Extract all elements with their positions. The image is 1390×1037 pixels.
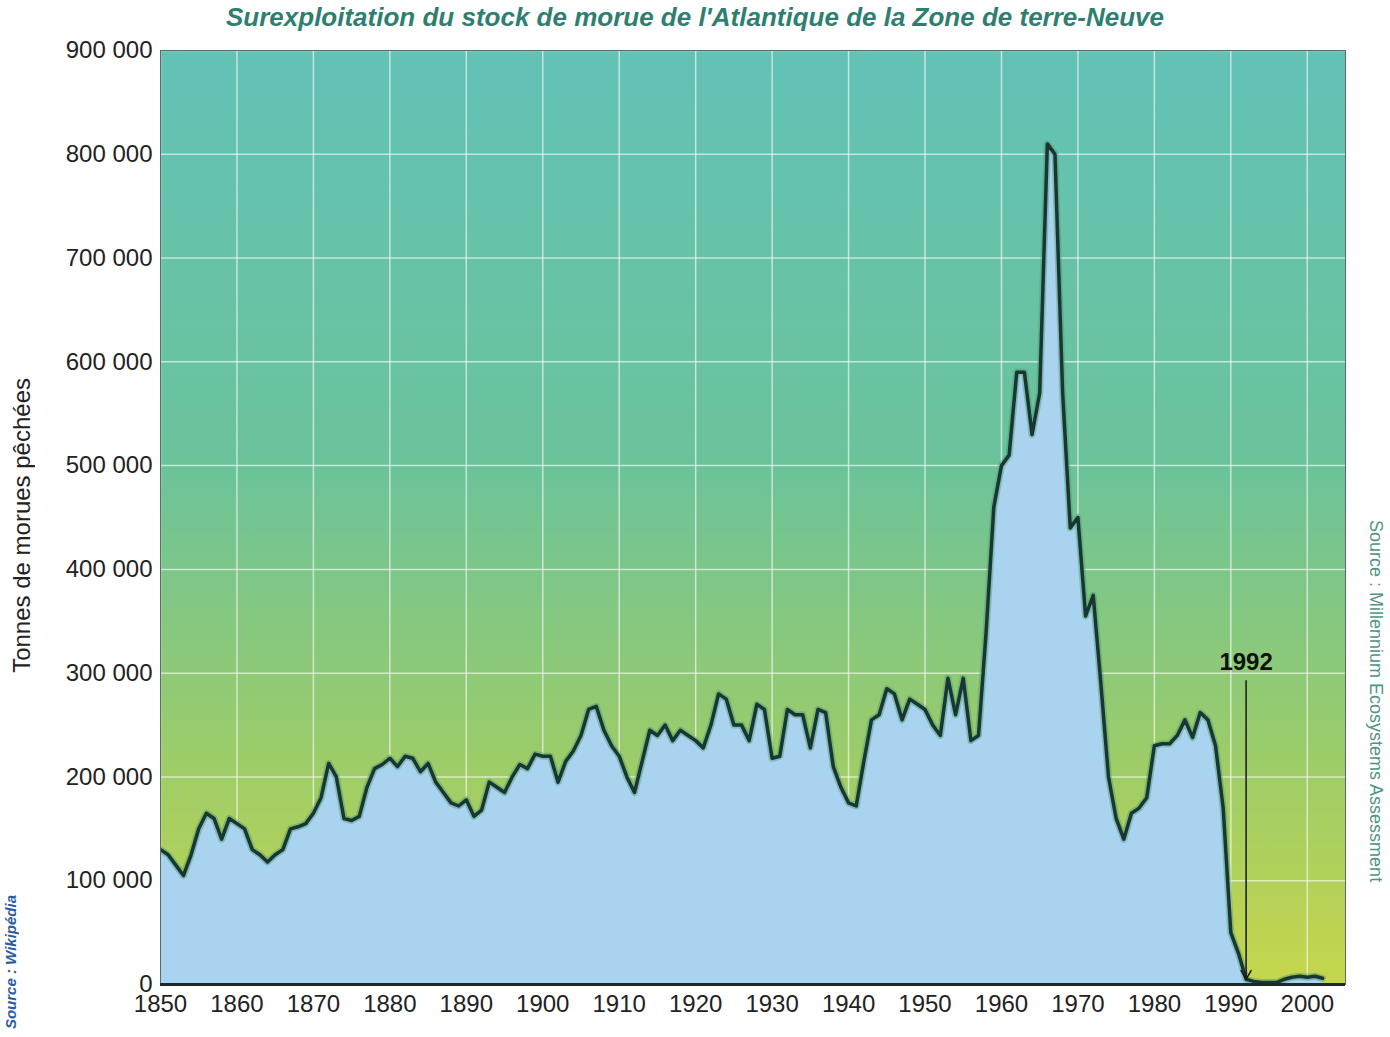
svg-text:400 000: 400 000 bbox=[66, 555, 153, 582]
svg-text:800 000: 800 000 bbox=[66, 140, 153, 167]
svg-text:1992: 1992 bbox=[1219, 648, 1272, 675]
svg-text:1880: 1880 bbox=[363, 990, 416, 1017]
svg-text:700 000: 700 000 bbox=[66, 244, 153, 271]
svg-text:1920: 1920 bbox=[669, 990, 722, 1017]
svg-text:0: 0 bbox=[139, 970, 153, 998]
svg-text:1890: 1890 bbox=[440, 990, 493, 1017]
svg-text:200 000: 200 000 bbox=[66, 763, 153, 790]
svg-text:1900: 1900 bbox=[516, 990, 569, 1017]
html-text:Tonnes de morues pêchées: Tonnes de morues pêchées bbox=[8, 377, 35, 673]
svg-text:100 000: 100 000 bbox=[66, 866, 153, 893]
svg-text:300 000: 300 000 bbox=[66, 659, 153, 686]
svg-text:500 000: 500 000 bbox=[66, 451, 153, 478]
svg-text:1970: 1970 bbox=[1051, 990, 1104, 1017]
html-text:Source : Millennium Ecosystems: Source : Millennium Ecosystems Assessmen… bbox=[1366, 520, 1386, 883]
svg-text:2000: 2000 bbox=[1281, 990, 1334, 1017]
html-text:Surexploitation du stock de mo: Surexploitation du stock de morue de l'A… bbox=[226, 2, 1164, 32]
svg-text:1910: 1910 bbox=[593, 990, 646, 1017]
svg-text:1960: 1960 bbox=[975, 990, 1028, 1017]
svg-text:1990: 1990 bbox=[1204, 990, 1257, 1017]
svg-text:1850: 1850 bbox=[134, 990, 187, 1017]
svg-text:1940: 1940 bbox=[822, 990, 875, 1017]
svg-text:1860: 1860 bbox=[210, 990, 263, 1017]
svg-text:1980: 1980 bbox=[1128, 990, 1181, 1017]
svg-text:1930: 1930 bbox=[745, 990, 798, 1017]
svg-text:1950: 1950 bbox=[898, 990, 951, 1017]
svg-text:900 000: 900 000 bbox=[66, 36, 153, 63]
html-text:Source : Wikipédia: Source : Wikipédia bbox=[2, 894, 19, 1029]
svg-text:600 000: 600 000 bbox=[66, 348, 153, 375]
svg-text:1870: 1870 bbox=[287, 990, 340, 1017]
